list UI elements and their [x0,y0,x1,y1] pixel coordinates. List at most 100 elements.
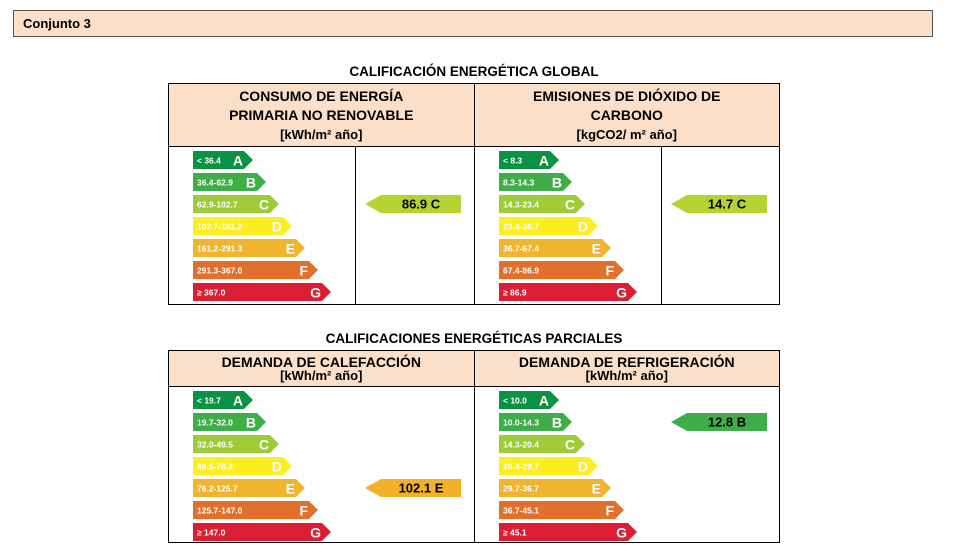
rating-band-letter: A [233,393,243,409]
co2-emissions-scale: < 8.3 A 8.3-14.3 B 14.3-23.4 C 23.4-36.7 D 36.7-… [498,151,637,301]
rating-band-range: 10.0-14.3 [503,418,539,428]
rating-band-range: < 36.4 [197,156,221,166]
rating-arrow-label: 102.1 E [399,481,444,496]
global-rating-panel: CONSUMO DE ENERGÍA PRIMARIA NO RENOVABLE… [168,83,780,305]
rating-band-shape [193,239,305,257]
cooling-demand-cell: < 10.0 A 10.0-14.3 B 14.3-20.4 C 20.4-29.7 D 29.… [473,387,780,542]
primary-energy-heading-line2: PRIMARIA NO RENOVABLE [229,106,414,123]
rating-band-letter: C [259,197,269,213]
rating-band-letter: B [246,415,256,431]
rating-band-A: < 36.4 A [193,151,253,169]
set-header: Conjunto 3 [13,10,933,37]
rating-band-A: < 10.0 A [498,391,559,409]
rating-arrow-shape [365,479,461,497]
rating-band-range: 67.4-86.9 [503,266,539,276]
rating-band-shape [498,501,624,519]
cooling-heading-line1: DEMANDA DE REFRIGERACIÓN [518,353,735,370]
rating-band-E: 161.2-291.3 E [193,239,305,257]
rating-band-G: ≥ 86.9 G [498,283,637,301]
rating-band-A: < 19.7 A [193,391,253,409]
rating-band-range: 161.2-291.3 [197,244,243,254]
co2-heading-line2: CARBONO [590,106,663,123]
rating-band-range: ≥ 147.0 [197,528,226,538]
rating-band-shape [498,173,572,191]
rating-band-E: 76.2-125.7 E [193,479,305,497]
rating-band-shape [193,435,279,453]
rating-band-shape [498,239,611,257]
rating-band-letter: B [246,175,256,191]
rating-band-range: 76.2-125.7 [197,484,238,494]
rating-band-range: 23.4-36.7 [503,222,539,232]
rating-band-letter: E [286,481,295,497]
rating-band-range: 36.4-62.9 [197,178,233,188]
rating-band-shape [193,173,266,191]
rating-band-range: 291.3-367.0 [197,266,243,276]
rating-band-shape [498,195,585,213]
rating-band-letter: D [577,459,587,475]
rating-band-F: 291.3-367.0 F [193,261,318,279]
cooling-unit: [kWh/m² año] [585,367,668,383]
rating-band-letter: C [259,437,269,453]
rating-band-shape [193,391,253,409]
cooling-demand-rating-arrow: 12.8 B [670,413,767,431]
rating-band-letter: F [299,263,308,279]
rating-band-F: 36.7-45.1 F [498,501,624,519]
rating-band-range: ≥ 367.0 [197,288,226,298]
partial-ratings-title: CALIFICACIONES ENERGÉTICAS PARCIALES [325,331,623,346]
rating-band-range: 8.3-14.3 [503,178,534,188]
rating-band-shape [498,217,598,235]
rating-band-shape [498,523,637,541]
rating-band-C: 62.9-102.7 C [193,195,279,213]
rating-band-range: 36.7-67.4 [503,244,539,254]
rating-band-letter: F [299,503,308,519]
rating-band-range: ≥ 45.1 [503,528,527,538]
rating-band-E: 36.7-67.4 E [498,239,611,257]
primary-energy-heading: CONSUMO DE ENERGÍA PRIMARIA NO RENOVABLE… [169,84,474,146]
global-rating-title: CALIFICACIÓN ENERGÉTICA GLOBAL [349,64,599,79]
rating-band-shape [193,413,266,431]
rating-band-letter: A [233,153,243,169]
rating-band-shape [193,457,292,475]
rating-band-range: 49.5-76.2 [197,462,233,472]
rating-band-range: 62.9-102.7 [197,200,238,210]
rating-band-G: ≥ 147.0 G [193,523,331,541]
rating-band-letter: A [538,393,548,409]
rating-band-shape [193,151,253,169]
rating-band-letter: E [286,241,295,257]
rating-band-range: 19.7-32.0 [197,418,233,428]
rating-band-shape [193,261,318,279]
heating-demand-rating-arrow: 102.1 E [365,479,461,497]
rating-band-letter: D [272,459,282,475]
rating-band-range: 14.3-20.4 [503,440,539,450]
heating-demand-heading: DEMANDA DE CALEFACCIÓN [kWh/m² año] [169,351,474,386]
rating-band-letter: E [591,241,600,257]
rating-band-D: 49.5-76.2 D [193,457,292,475]
rating-band-D: 102.7-161.2 D [193,217,292,235]
rating-band-letter: F [605,503,614,519]
rating-band-letter: G [616,285,627,301]
rating-arrow-label: 12.8 B [707,415,745,430]
primary-energy-cell: < 36.4 A 36.4-62.9 B 62.9-102.7 C 102.7-161.2 D… [169,147,474,304]
rating-band-shape [193,195,279,213]
rating-band-shape [498,413,572,431]
rating-band-range: < 8.3 [503,156,522,166]
cooling-demand-heading: DEMANDA DE REFRIGERACIÓN [kWh/m² año] [473,351,780,386]
rating-band-range: 125.7-147.0 [197,506,243,516]
rating-band-shape [498,391,559,409]
rating-band-B: 10.0-14.3 B [498,413,572,431]
rating-band-letter: G [616,525,627,541]
rating-band-letter: D [272,219,282,235]
rating-arrow-shape [670,413,767,431]
rating-band-shape [193,217,292,235]
rating-band-letter: D [577,219,587,235]
rating-band-D: 20.4-29.7 D [498,457,598,475]
rating-band-shape [498,283,637,301]
rating-band-letter: F [605,263,614,279]
rating-band-B: 19.7-32.0 B [193,413,266,431]
rating-band-range: < 19.7 [197,396,221,406]
rating-arrow-label: 14.7 C [707,197,746,212]
partial-ratings-panel: DEMANDA DE CALEFACCIÓN [kWh/m² año] DEMA… [168,350,780,543]
rating-band-C: 14.3-20.4 C [498,435,585,453]
primary-energy-rating-arrow: 86.9 C [365,195,461,213]
rating-band-letter: C [564,437,574,453]
